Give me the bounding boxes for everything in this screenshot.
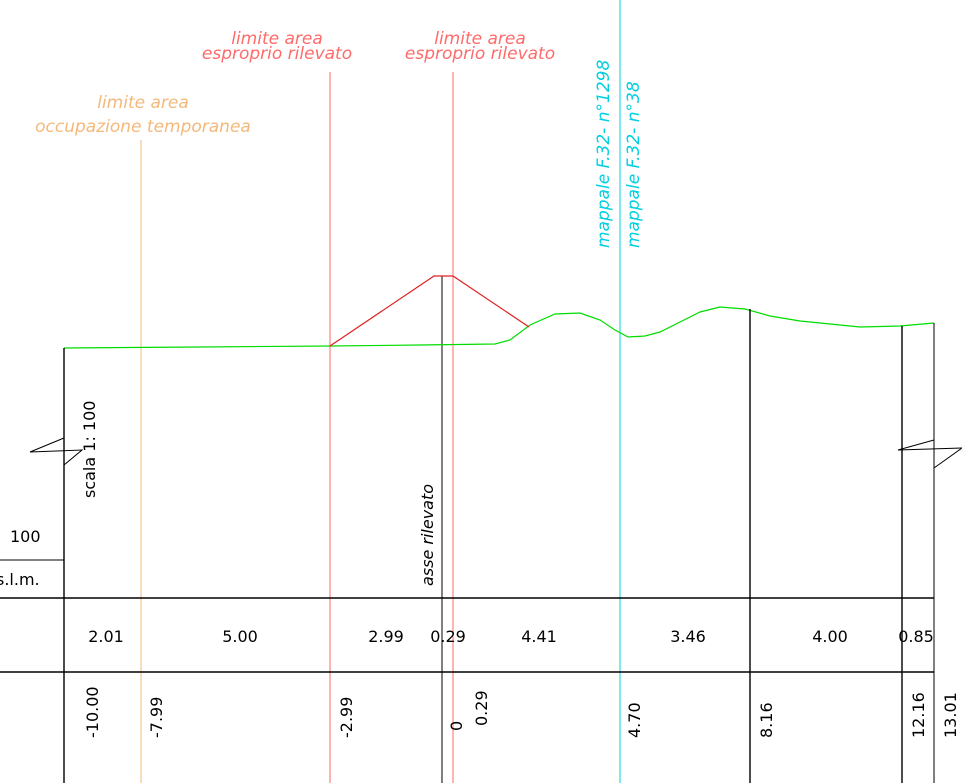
expropriation-label-2-line2: esproprio rilevato (405, 44, 555, 64)
scale-left-value: 100 (10, 527, 41, 546)
progressive-distance: 4.70 (625, 702, 644, 738)
partial-distance: 2.99 (368, 627, 404, 646)
expropriation-label-2-line1: limite area (434, 29, 526, 49)
partial-distance: 4.00 (812, 627, 848, 646)
progressive-distance: 0.29 (472, 690, 491, 726)
expropriation-label-1-line2: esproprio rilevato (202, 44, 352, 64)
partial-distance: 2.01 (88, 627, 124, 646)
progressive-distance: -7.99 (147, 697, 166, 738)
progressive-distance: 13.01 (941, 692, 960, 738)
expropriation-label-1-line1: limite area (231, 29, 323, 49)
temp-limit-label-line1: limite area (97, 93, 189, 113)
partial-distance: 4.41 (521, 627, 557, 646)
scale-label: scala 1: 100 (80, 401, 99, 498)
partial-distance: 0.29 (430, 627, 466, 646)
embankment-profile (329, 275, 530, 347)
break-symbol-left (29, 430, 84, 466)
parcel-label-1298: mappale F.32- n°1298 (594, 60, 614, 248)
axis-label: asse rilevato (418, 484, 437, 586)
slm-label: s.l.m. (0, 570, 40, 589)
partial-distance: 0.85 (898, 627, 934, 646)
progressive-distance: -10.00 (83, 686, 102, 738)
progressive-distance: 8.16 (757, 702, 776, 738)
break-symbol-right (897, 430, 962, 469)
ground-profile-line (63, 306, 935, 349)
temp-limit-label-line2: occupazione temporanea (35, 117, 251, 137)
progressive-distance: 0 (447, 721, 466, 731)
progressive-distance: -2.99 (337, 697, 356, 738)
progressive-distance: 12.16 (909, 692, 928, 738)
partial-distance: 5.00 (222, 627, 258, 646)
partial-distance: 3.46 (670, 627, 706, 646)
parcel-label-38: mappale F.32- n°38 (624, 81, 644, 248)
